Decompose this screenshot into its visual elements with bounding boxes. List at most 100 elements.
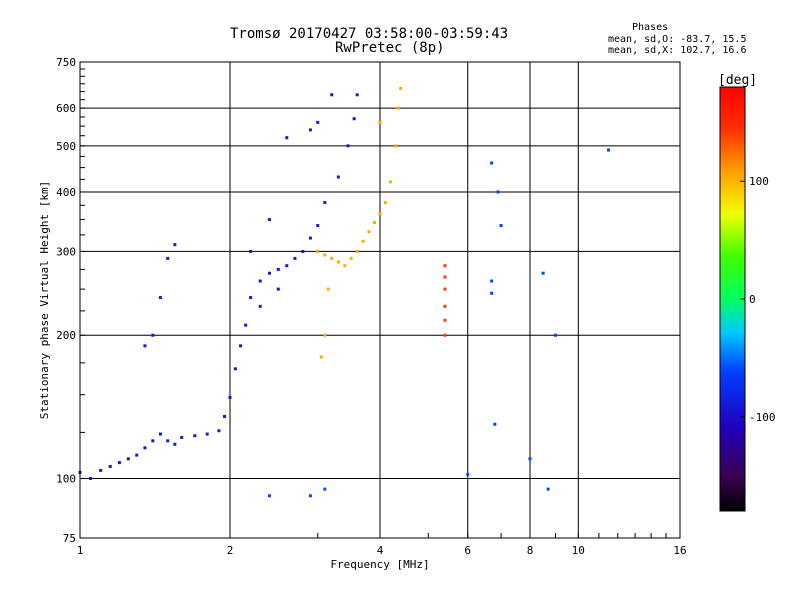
y-tick-label: 300 bbox=[56, 245, 76, 258]
data-point bbox=[166, 439, 170, 443]
data-point bbox=[541, 271, 545, 275]
phases-heading: Phases bbox=[632, 22, 669, 33]
data-point bbox=[493, 422, 497, 426]
x-tick-label: 10 bbox=[572, 544, 585, 557]
data-point bbox=[343, 264, 347, 268]
colorbar-tick-label: -100 bbox=[749, 411, 776, 424]
data-point bbox=[361, 239, 365, 243]
data-point bbox=[490, 161, 494, 165]
data-point bbox=[99, 468, 103, 472]
y-tick-label: 100 bbox=[56, 473, 76, 486]
data-point bbox=[301, 249, 305, 253]
colorbar-label: [deg] bbox=[718, 73, 757, 88]
data-point bbox=[399, 86, 403, 90]
y-axis-title: Stationary phase Virtual Height [km] bbox=[38, 181, 51, 419]
data-point bbox=[389, 180, 393, 184]
data-point bbox=[349, 256, 353, 260]
data-point bbox=[258, 304, 262, 308]
plot-frame bbox=[79, 61, 681, 539]
data-point bbox=[249, 249, 253, 253]
data-point bbox=[276, 267, 280, 271]
data-point bbox=[443, 287, 447, 291]
data-point bbox=[553, 333, 557, 337]
colorbar-tick-label: 100 bbox=[749, 175, 769, 188]
data-point bbox=[323, 253, 327, 257]
data-point bbox=[352, 117, 356, 121]
data-point bbox=[496, 190, 500, 194]
data-point bbox=[143, 446, 147, 450]
data-point bbox=[258, 279, 262, 283]
data-point bbox=[89, 477, 93, 481]
data-point bbox=[166, 256, 170, 260]
data-point bbox=[316, 120, 320, 124]
data-point bbox=[276, 287, 280, 291]
data-point bbox=[323, 201, 327, 205]
data-point bbox=[151, 439, 155, 443]
data-point bbox=[443, 275, 447, 279]
data-point bbox=[173, 243, 177, 247]
data-point bbox=[466, 472, 470, 476]
chart-title: Tromsø 20170427 03:58:00-03:59:43 bbox=[230, 26, 509, 42]
data-point bbox=[117, 461, 121, 465]
plot-grid bbox=[79, 61, 681, 539]
data-point bbox=[173, 442, 177, 446]
data-point bbox=[180, 435, 184, 439]
data-point bbox=[443, 318, 447, 322]
data-point bbox=[378, 120, 382, 124]
data-point bbox=[308, 128, 312, 132]
data-point bbox=[316, 249, 320, 253]
data-point bbox=[285, 136, 289, 140]
data-point bbox=[158, 296, 162, 300]
data-point bbox=[443, 264, 447, 268]
data-point bbox=[223, 414, 227, 418]
data-point bbox=[443, 333, 447, 337]
data-point bbox=[267, 218, 271, 222]
axis-tick-labels: 1 2 4 6 8 10 16 75 100 200 300 400 500 600 750 bbox=[56, 56, 687, 557]
data-point bbox=[367, 230, 371, 234]
data-point bbox=[239, 344, 243, 348]
data-point bbox=[528, 457, 532, 461]
data-point bbox=[330, 256, 334, 260]
data-point bbox=[373, 221, 377, 225]
data-point bbox=[244, 323, 248, 327]
data-point bbox=[336, 260, 340, 264]
y-tick-label: 600 bbox=[56, 102, 76, 115]
data-point bbox=[217, 429, 221, 433]
data-point bbox=[378, 212, 382, 216]
data-point bbox=[308, 494, 312, 498]
data-point bbox=[326, 287, 330, 291]
x-tick-label: 6 bbox=[464, 544, 471, 557]
data-point bbox=[355, 93, 359, 97]
data-point bbox=[135, 453, 139, 457]
data-point bbox=[546, 487, 550, 491]
data-point bbox=[126, 457, 130, 461]
x-axis-title: Frequency [MHz] bbox=[330, 558, 429, 571]
data-point bbox=[285, 264, 289, 268]
data-point bbox=[143, 344, 147, 348]
data-point bbox=[443, 304, 447, 308]
data-point bbox=[355, 249, 359, 253]
data-point bbox=[323, 487, 327, 491]
data-point bbox=[293, 256, 297, 260]
data-point bbox=[490, 291, 494, 295]
data-point bbox=[383, 201, 387, 205]
colorbar-ticks: -100 0 100 bbox=[740, 175, 776, 424]
y-tick-label: 200 bbox=[56, 329, 76, 342]
x-tick-label: 1 bbox=[77, 544, 84, 557]
data-point bbox=[490, 279, 494, 283]
data-point bbox=[108, 464, 112, 468]
data-point bbox=[228, 395, 232, 399]
data-point bbox=[151, 333, 155, 337]
data-point bbox=[205, 432, 209, 436]
data-point bbox=[394, 144, 398, 148]
data-point bbox=[158, 432, 162, 436]
x-tick-label: 16 bbox=[673, 544, 686, 557]
x-tick-label: 8 bbox=[527, 544, 534, 557]
data-point bbox=[330, 93, 334, 97]
y-tick-label: 750 bbox=[56, 56, 76, 69]
phase-x-stats: mean, sd,X: 102.7, 16.6 bbox=[608, 45, 747, 56]
x-tick-label: 4 bbox=[377, 544, 384, 557]
y-tick-label: 500 bbox=[56, 140, 76, 153]
data-point bbox=[323, 333, 327, 337]
